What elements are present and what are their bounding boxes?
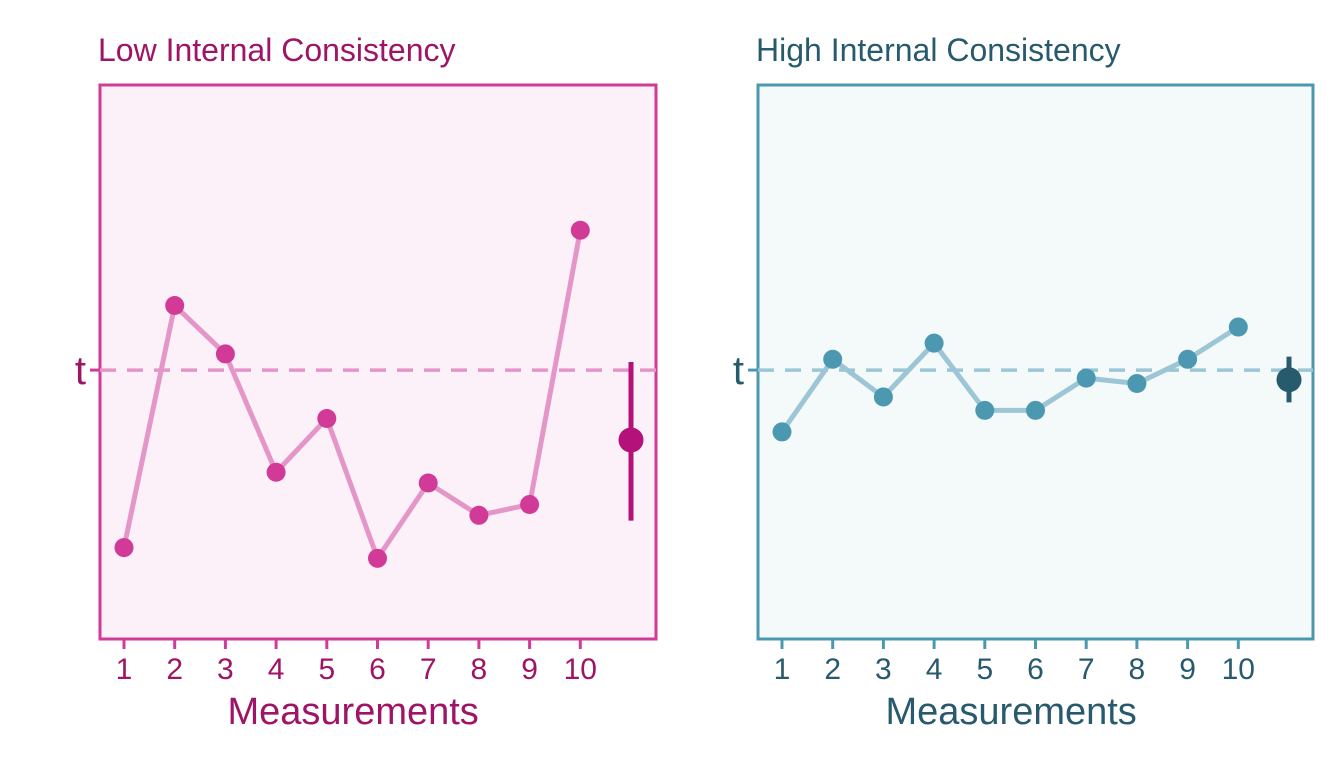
- data-point: [215, 344, 235, 364]
- data-point: [1076, 368, 1096, 388]
- x-tick-label: 8: [471, 653, 488, 686]
- summary-mean-point: [618, 427, 644, 453]
- x-tick-label: 2: [824, 653, 841, 686]
- data-point: [1127, 374, 1147, 394]
- chart-title: Low Internal Consistency: [98, 32, 456, 68]
- data-point: [317, 408, 337, 428]
- x-tick-label: 4: [268, 653, 285, 686]
- x-tick-label: 6: [369, 653, 386, 686]
- x-tick-label: 2: [166, 653, 183, 686]
- x-tick-label: 3: [217, 653, 234, 686]
- x-tick-label: 5: [976, 653, 993, 686]
- data-point: [772, 422, 792, 442]
- x-tick-label: 6: [1027, 653, 1044, 686]
- data-point: [368, 548, 387, 568]
- data-point: [570, 220, 590, 240]
- x-tick-label: 4: [926, 653, 943, 686]
- data-point: [266, 462, 286, 482]
- plot-area: [756, 83, 1315, 641]
- x-tick-label: 1: [774, 653, 791, 686]
- data-point: [165, 296, 185, 316]
- data-point: [823, 349, 843, 369]
- data-point: [1228, 317, 1248, 337]
- data-point: [873, 387, 893, 407]
- x-tick-label: 9: [1179, 653, 1196, 686]
- reference-line-label: t: [733, 349, 744, 393]
- x-tick-label: 10: [564, 653, 597, 686]
- series-line: [779, 324, 1240, 434]
- reference-line-label: t: [75, 349, 86, 393]
- x-tick-label: 3: [875, 653, 892, 686]
- x-tick-label: 10: [1222, 653, 1255, 686]
- data-point: [520, 495, 540, 515]
- data-point: [1026, 400, 1045, 420]
- series-line: [121, 229, 583, 561]
- x-tick-label: 7: [1078, 653, 1095, 686]
- x-axis-label: Measurements: [885, 691, 1136, 733]
- data-point: [975, 400, 995, 420]
- data-point: [418, 473, 438, 493]
- summary-mean-point: [1276, 367, 1302, 393]
- data-point: [469, 505, 489, 525]
- data-point: [924, 333, 944, 353]
- x-tick-label: 7: [420, 653, 437, 686]
- chart-title: High Internal Consistency: [756, 32, 1121, 68]
- data-point: [1178, 349, 1198, 369]
- x-axis-label: Measurements: [227, 691, 478, 733]
- data-point: [114, 538, 134, 558]
- x-tick-label: 8: [1129, 653, 1146, 686]
- x-tick-label: 5: [318, 653, 335, 686]
- plot-area: [98, 83, 658, 641]
- x-tick-label: 9: [521, 653, 538, 686]
- x-tick-label: 1: [116, 653, 133, 686]
